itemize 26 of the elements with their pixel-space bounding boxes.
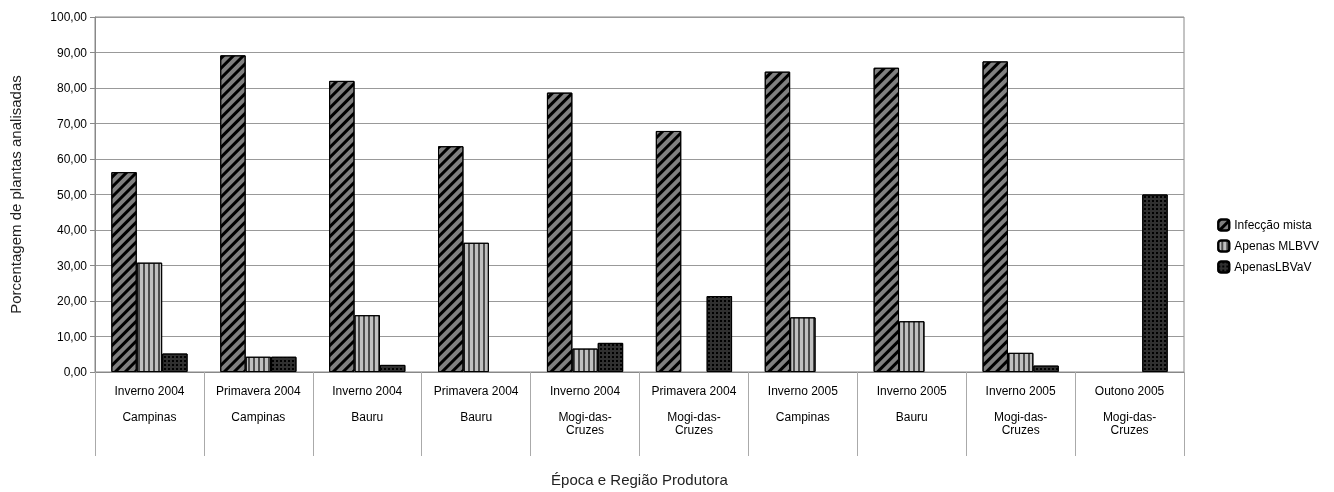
y-tick-label: 40,00 xyxy=(56,223,88,237)
x-tick-label: Inverno 2005 Bauru xyxy=(876,383,948,424)
legend-label: Infecção mista xyxy=(1234,218,1312,232)
y-tick-label: 20,00 xyxy=(56,294,88,308)
y-tick-label: 50,00 xyxy=(56,187,88,202)
y-tick-label: 30,00 xyxy=(56,258,88,273)
x-tick-label: Inverno 2005 Campinas xyxy=(767,383,839,424)
y-tick-label: 0,00 xyxy=(63,365,88,379)
x-tick-label: Primavera 2004 Mogi-das-Cruzes xyxy=(651,383,737,437)
legend-label: ApenasLBVaV xyxy=(1234,260,1312,274)
x-tick-label: Inverno 2004 Mogi-das-Cruzes xyxy=(550,383,621,437)
x-axis-title: Época e Região Produtora xyxy=(551,471,729,488)
y-tick-label: 10,00 xyxy=(56,329,88,344)
x-tick-label: Inverno 2004 Campinas xyxy=(114,383,185,424)
y-tick-label: 90,00 xyxy=(56,45,88,60)
x-tick-label: Primavera 2004 Bauru xyxy=(433,383,519,424)
legend-label: Apenas MLBVV xyxy=(1234,239,1319,253)
y-tick-label: 80,00 xyxy=(56,81,88,95)
x-tick-label: Outono 2005 Mogi-das-Cruzes xyxy=(1094,383,1165,437)
y-tick-label: 60,00 xyxy=(56,152,88,166)
x-tick-label: Inverno 2005 Mogi-das-Cruzes xyxy=(985,383,1056,437)
y-axis-title: Porcentagem de plantas analisadas xyxy=(7,75,24,314)
y-tick-label: 70,00 xyxy=(56,116,88,131)
y-tick-label: 100,00 xyxy=(50,10,88,24)
x-tick-label: Primavera 2004 Campinas xyxy=(215,383,302,424)
x-tick-label: Inverno 2004 Bauru xyxy=(332,383,403,424)
